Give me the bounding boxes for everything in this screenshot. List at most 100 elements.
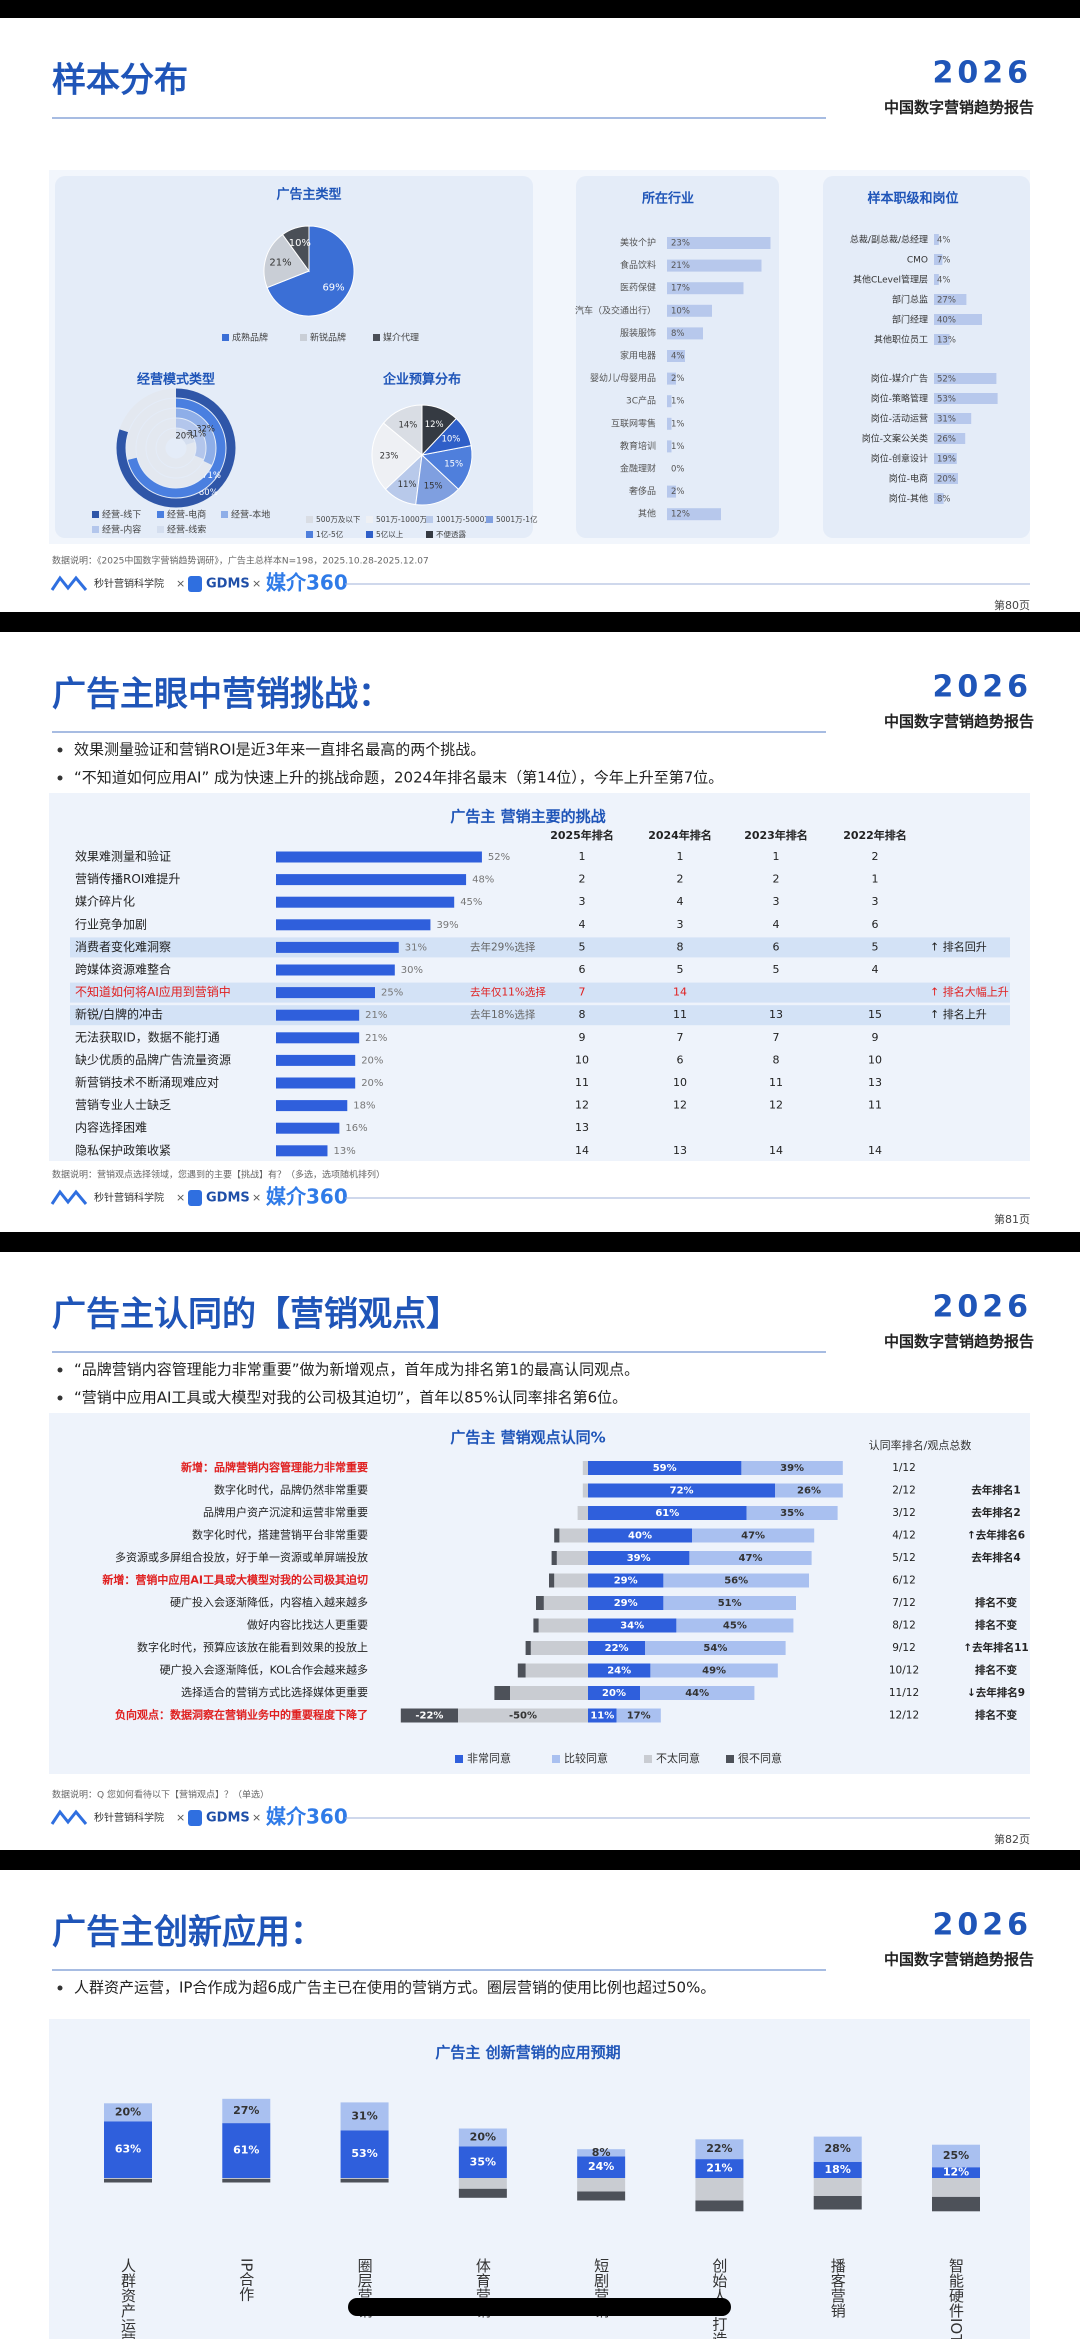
segment-label: 61% — [233, 2144, 259, 2157]
rank-cell: 9 — [872, 1031, 879, 1044]
rank-cell: 11 — [868, 1099, 882, 1112]
change-label: 去年排名2 — [971, 1506, 1020, 1519]
chart-panel — [49, 793, 1030, 1161]
row-note: 去年18%选择 — [470, 1008, 536, 1021]
bar-segment — [538, 1618, 588, 1633]
bar-value: 17% — [671, 284, 690, 294]
row-label: 无法获取ID，数据不能打通 — [75, 1029, 220, 1044]
rank-cell: 2 — [872, 850, 879, 863]
trend-label: ↑ 排名回升 — [930, 939, 987, 953]
bar-value: 31% — [405, 942, 427, 953]
rank-cell: 7 — [677, 1031, 684, 1044]
rank-cell: 13 — [868, 1076, 882, 1089]
bar-segment — [588, 1551, 690, 1565]
column-segment — [577, 2178, 626, 2192]
bar-value: 4% — [937, 276, 951, 286]
legend-label: 1001万-5000万 — [436, 515, 492, 524]
bar-label: 岗位-其他 — [889, 493, 928, 505]
footer-logo: GDMS — [206, 577, 250, 592]
home-indicator — [348, 2298, 731, 2316]
footnote: 数据说明：Q 您如何看待以下【营销观点】？（单选） — [52, 1789, 269, 1801]
logo-mark — [188, 1810, 202, 1826]
bar-segment — [549, 1573, 555, 1588]
bar — [276, 1077, 356, 1089]
bar — [934, 334, 950, 345]
bar-value: 12% — [671, 510, 690, 520]
bar-value: 18% — [353, 1101, 375, 1112]
bullet-text: “不知道如何应用AI” 成为快速上升的挑战命题，2024年排名最末（第14位），… — [74, 769, 723, 787]
bullet-text: 效果测量验证和营销ROI是近3年来一直排名最高的两个挑战。 — [74, 741, 485, 759]
rank-cell: 10 — [575, 1053, 589, 1066]
rank-cell: 3 — [579, 895, 586, 908]
pie-slice — [266, 225, 355, 317]
ring-label: 20% — [175, 431, 194, 441]
rank-cell: 1 — [872, 873, 879, 886]
segment-label: 20% — [602, 1688, 626, 1699]
row-label: 内容选择困难 — [75, 1120, 147, 1135]
rank-cell: 13 — [673, 1144, 687, 1157]
bar-label: 其他职位员工 — [874, 334, 928, 346]
bar — [276, 1009, 360, 1021]
legend-swatch — [486, 516, 493, 523]
legend-label: 经营-电商 — [167, 509, 206, 521]
footnote: 数据说明：营销观点选择领域，您遇到的主要【挑战】有？（多选，选项随机排列） — [52, 1169, 385, 1181]
bar-segment — [551, 1551, 557, 1565]
segment-label: 20% — [115, 2105, 141, 2118]
slide-title: 样本分布 — [52, 61, 188, 101]
bar — [276, 1145, 328, 1157]
bar-segment — [554, 1528, 560, 1543]
report-name: 中国数字营销趋势报告 — [884, 713, 1034, 731]
bar-segment — [588, 1708, 617, 1723]
rank-cell: 12 — [769, 1099, 783, 1112]
row-label: 做好内容比找达人更重要 — [247, 1618, 368, 1632]
brand-year: 2026 — [933, 670, 1033, 705]
ring-label: 80% — [199, 488, 218, 498]
bar-label: 汽车（及交通出行） — [575, 304, 656, 316]
rank-label: 11/12 — [889, 1687, 919, 1699]
bar-label: 奢侈品 — [629, 485, 656, 497]
footer-separator: × — [252, 1191, 261, 1204]
bar-segment — [588, 1506, 747, 1520]
column-segment — [577, 2156, 626, 2178]
chart-title: 样本职级和岗位 — [867, 191, 958, 207]
rank-cell: 3 — [677, 918, 684, 931]
bar-value: 45% — [460, 897, 482, 908]
segment-label: 44% — [685, 1688, 709, 1699]
bar-segment — [616, 1708, 661, 1723]
row-label: 隐私保护政策收紧 — [75, 1143, 171, 1157]
column-segment — [458, 2128, 507, 2147]
segment-label: 47% — [741, 1531, 765, 1542]
segment-label: 45% — [723, 1621, 747, 1632]
rank-cell: 1 — [773, 850, 780, 863]
row-label: 营销专业人士缺乏 — [75, 1097, 171, 1112]
ring-arc — [136, 408, 216, 488]
logo-mark — [188, 576, 202, 592]
segment-label: -22% — [415, 1711, 443, 1722]
bar-value: 23% — [671, 239, 690, 249]
trend-label: ↑ 排名大幅上升 — [930, 985, 1009, 999]
rank-cell: 6 — [872, 918, 879, 931]
bar-label: CMO — [907, 256, 928, 266]
bar — [667, 508, 721, 521]
legend-label: 新锐品牌 — [310, 332, 346, 344]
rank-cell: 2 — [773, 873, 780, 886]
change-label: 排名不变 — [975, 1664, 1017, 1677]
bar-label: 医药保健 — [620, 282, 656, 294]
bar — [934, 294, 967, 305]
column-segment — [813, 2178, 862, 2196]
column-segment — [932, 2167, 980, 2178]
bar — [934, 453, 957, 464]
bar-segment — [525, 1663, 588, 1678]
rank-cell: 10 — [868, 1053, 882, 1066]
row-label: 媒介碎片化 — [75, 894, 135, 909]
bar-label: 互联网零售 — [611, 417, 656, 429]
bar — [934, 373, 997, 384]
bar-segment — [588, 1573, 664, 1588]
page-number: 第81页 — [994, 1212, 1030, 1226]
bar-segment — [577, 1506, 588, 1520]
segment-label: 11% — [590, 1711, 614, 1722]
bar-value: 27% — [937, 296, 956, 306]
slice-label: 23% — [380, 452, 399, 462]
slice-label: 15% — [424, 482, 443, 492]
legend-label: 非常同意 — [467, 1751, 511, 1765]
